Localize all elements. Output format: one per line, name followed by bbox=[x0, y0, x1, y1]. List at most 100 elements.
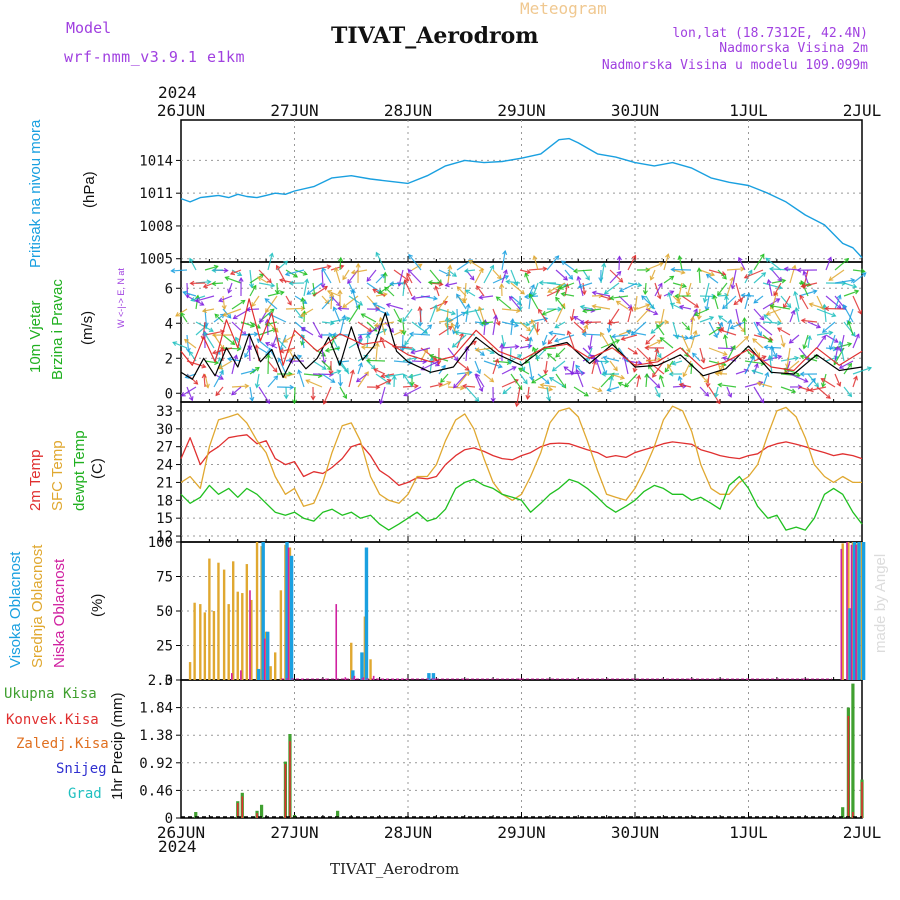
wind-arrow-head bbox=[185, 347, 191, 353]
wind-arrow-head bbox=[444, 316, 450, 322]
precip-total-bar bbox=[336, 810, 340, 818]
wind-arrow bbox=[659, 375, 665, 388]
wind-arrow bbox=[731, 269, 737, 289]
cloud-high-label: Visoka Oblacnost bbox=[7, 551, 24, 668]
wind-arrow-head bbox=[211, 332, 217, 338]
wind-arrow bbox=[690, 309, 698, 323]
wind-arrow-head bbox=[645, 303, 651, 309]
cloud-mid-bar bbox=[199, 604, 202, 680]
wind-arrow bbox=[225, 276, 242, 284]
wind-arrow bbox=[752, 338, 764, 349]
wind-arrow-head bbox=[537, 308, 543, 314]
wind-arrow bbox=[583, 308, 602, 312]
wind-arrow bbox=[519, 334, 530, 341]
wind-arrow bbox=[420, 324, 432, 336]
xtick-label-bottom: 29JUN bbox=[497, 823, 545, 842]
model-name: wrf-nmm_v3.9.1 e1km bbox=[64, 48, 246, 66]
wind-arrow bbox=[321, 360, 332, 370]
wind-arrow-head bbox=[744, 335, 749, 341]
wind-arrow-head bbox=[625, 329, 631, 335]
wind-arrow bbox=[753, 386, 765, 403]
wind-arrow bbox=[532, 282, 539, 296]
wind-arrow-head bbox=[408, 331, 414, 337]
wind-arrow-head bbox=[608, 375, 614, 381]
wind-arrow bbox=[738, 257, 746, 271]
wind-arrow-head bbox=[321, 365, 327, 370]
wind-arrow bbox=[592, 305, 611, 310]
wind-arrow-head bbox=[709, 271, 716, 277]
wind-arrow bbox=[492, 275, 509, 284]
wind-arrow-head bbox=[723, 295, 730, 301]
wind-arrow-head bbox=[632, 367, 638, 373]
wind-arrow-head bbox=[380, 373, 386, 379]
wind-arrow bbox=[465, 289, 476, 297]
wind-arrow bbox=[592, 291, 611, 297]
model-altitude-text: Nadmorska Visina u modelu 109.099m bbox=[601, 58, 868, 73]
wind-arrow-head bbox=[631, 254, 637, 260]
wind-arrow-head bbox=[794, 306, 800, 312]
wind-arrow-head bbox=[201, 373, 207, 379]
wind-arrow bbox=[573, 321, 587, 334]
precip-total-bar bbox=[259, 804, 264, 818]
wind-arrow bbox=[764, 346, 782, 349]
wind-arrow-head bbox=[345, 316, 351, 322]
wind-arrow-head bbox=[297, 354, 303, 360]
wind-arrow-head bbox=[404, 340, 409, 346]
wind-arrow-head bbox=[214, 359, 220, 366]
wind-arrow bbox=[408, 373, 422, 378]
wind-arrow-head bbox=[514, 344, 520, 350]
wind-arrow-head bbox=[403, 391, 409, 397]
wind-arrow bbox=[294, 295, 307, 304]
wind-arrow bbox=[330, 317, 350, 323]
wind-arrow-head bbox=[428, 353, 434, 359]
wind-arrow bbox=[582, 269, 590, 281]
wind-arrow-head bbox=[330, 378, 336, 383]
wind-arrow-head bbox=[427, 279, 433, 286]
wind-arrow bbox=[656, 324, 665, 336]
wind-arrow-head bbox=[407, 359, 413, 365]
wind-arrow-head bbox=[579, 319, 585, 326]
wind-arrow-head bbox=[833, 338, 839, 343]
wind-arrow bbox=[231, 299, 246, 310]
wind-arrow-head bbox=[291, 399, 298, 405]
wind-arrow bbox=[537, 386, 553, 391]
cloud-mid-bar bbox=[250, 599, 253, 680]
wind-arrow-head bbox=[563, 366, 569, 371]
cloud-low-bar bbox=[335, 604, 338, 680]
wind-arrow-head bbox=[427, 324, 433, 330]
wind-arrow bbox=[834, 279, 855, 284]
wind-arrow-head bbox=[601, 262, 607, 268]
wind-arrow bbox=[435, 286, 440, 297]
wind-arrow bbox=[411, 263, 422, 271]
wind-arrow-head bbox=[838, 364, 844, 369]
wind-arrow-head bbox=[759, 253, 765, 259]
xtick-label-top: 27JUN bbox=[270, 101, 318, 120]
cloud-low-label: Niska Oblacnost bbox=[51, 558, 68, 668]
wind-arrow-head bbox=[568, 274, 574, 280]
wind-arrow-head bbox=[825, 394, 831, 399]
wind-arrow-head bbox=[618, 287, 625, 293]
wind-arrow bbox=[660, 337, 674, 349]
wind-label-2: Brzina i Pravac bbox=[49, 279, 66, 380]
wind-arrow-head bbox=[558, 285, 564, 290]
wind-arrow bbox=[699, 269, 715, 276]
wind-arrow-head bbox=[803, 378, 809, 383]
wind-arrow bbox=[784, 268, 800, 271]
wind-arrow bbox=[402, 308, 413, 322]
wind-arrow bbox=[411, 295, 431, 300]
ytick-label-temperature: 33 bbox=[156, 404, 173, 420]
wind-arrow-head bbox=[264, 298, 270, 303]
wind-arrow bbox=[429, 383, 443, 388]
wind-arrow-head bbox=[546, 396, 552, 402]
cloud-mid-bar bbox=[227, 604, 230, 680]
wind-arrow-head bbox=[328, 370, 334, 376]
wind-arrow bbox=[483, 360, 503, 368]
wind-arrow-head bbox=[310, 395, 316, 401]
cloud-high-bar bbox=[364, 547, 369, 680]
wind-arrow bbox=[223, 308, 242, 317]
wind-arrow bbox=[828, 269, 845, 281]
wind-arrow bbox=[645, 358, 662, 362]
wind-arrow bbox=[453, 373, 467, 389]
wind-arrow-head bbox=[838, 340, 844, 346]
ytick-label-clouds: 100 bbox=[148, 535, 173, 551]
